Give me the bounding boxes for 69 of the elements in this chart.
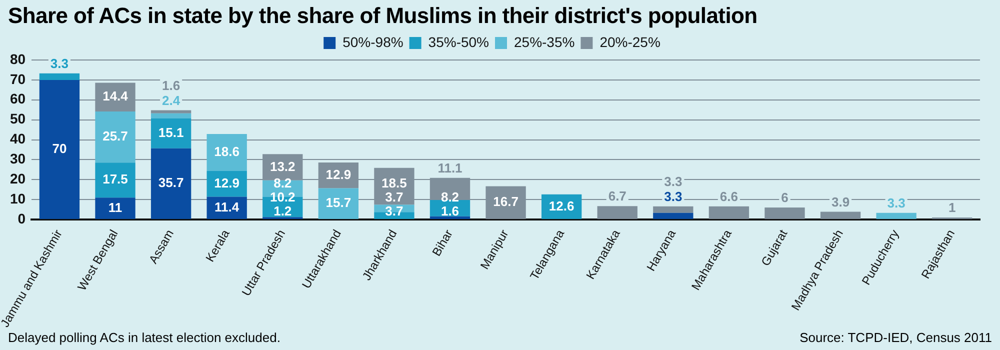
y-tick-label: 20 [10, 170, 26, 186]
chart-title: Share of ACs in state by the share of Muslims in their district's population [7, 2, 758, 30]
data-label: 1 [948, 200, 956, 216]
data-label: 13.2 [270, 158, 296, 174]
data-label: 3.7 [385, 190, 404, 205]
data-label: 18.5 [382, 176, 407, 191]
bar [150, 148, 192, 220]
legend-label: 20%-25% [600, 34, 660, 50]
bar [150, 110, 192, 114]
y-tick-label: 70 [10, 70, 26, 87]
bar [430, 216, 470, 220]
data-label: 6.7 [608, 188, 626, 204]
bar [708, 206, 750, 220]
data-label: 70 [52, 141, 67, 156]
y-tick-label: 60 [10, 90, 26, 107]
legend-label: 35%-50% [428, 34, 489, 50]
bar [150, 118, 192, 148]
bar [95, 162, 136, 198]
data-label: 12.9 [326, 166, 352, 182]
bar [150, 113, 192, 118]
data-label: 1.6 [440, 204, 460, 219]
data-label: 16.7 [493, 194, 518, 210]
bar [95, 111, 136, 163]
bar [653, 206, 694, 213]
bar [653, 212, 694, 220]
source-note: Source: TCPD-IED, Census 2011 [800, 330, 992, 345]
bar [820, 212, 861, 220]
bar [764, 208, 805, 220]
data-label: 3.3 [664, 174, 682, 189]
bar [876, 212, 916, 220]
data-label: 3.9 [831, 194, 850, 210]
y-tick-label: 40 [10, 130, 26, 147]
bar [597, 206, 638, 220]
data-label: 8.2 [274, 176, 292, 191]
bar [318, 188, 358, 220]
y-tick-label: 50 [10, 110, 26, 127]
data-label: 15.1 [158, 124, 184, 140]
data-label: 35.7 [158, 175, 184, 190]
legend-label: 25%-35% [514, 34, 575, 50]
legend-label: 50%-98% [342, 34, 404, 50]
bar [39, 73, 80, 80]
data-label: 3.3 [887, 196, 906, 210]
bar [39, 80, 80, 220]
data-label: 3.3 [50, 56, 69, 71]
data-label: 3.3 [664, 188, 682, 204]
data-label: 3.7 [385, 204, 404, 219]
y-tick-label: 0 [18, 210, 26, 226]
data-label: 25.7 [102, 128, 128, 144]
data-label: 17.5 [102, 172, 128, 187]
data-label: 6 [781, 190, 788, 206]
data-label: 15.7 [326, 195, 352, 210]
data-label: 2.4 [162, 92, 181, 108]
data-label: 12.9 [214, 175, 240, 190]
data-label: 14.4 [102, 88, 129, 104]
y-tick-label: 30 [10, 150, 26, 167]
data-label: 11.1 [438, 160, 462, 176]
y-tick-label: 10 [10, 190, 26, 206]
bar [206, 134, 247, 172]
data-label: 12.6 [548, 198, 574, 214]
data-label: 1.2 [274, 204, 292, 219]
data-label: 11.4 [214, 199, 240, 214]
text: Delayed polling ACs in latest election excluded. [8, 330, 280, 345]
y-tick-label: 80 [10, 50, 26, 67]
data-label: 18.6 [214, 144, 240, 160]
data-label: 6.6 [720, 188, 738, 204]
data-label: 1.6 [162, 78, 180, 93]
data-label: 11 [108, 200, 122, 215]
data-label: 10.2 [270, 190, 296, 205]
bar [95, 198, 136, 220]
